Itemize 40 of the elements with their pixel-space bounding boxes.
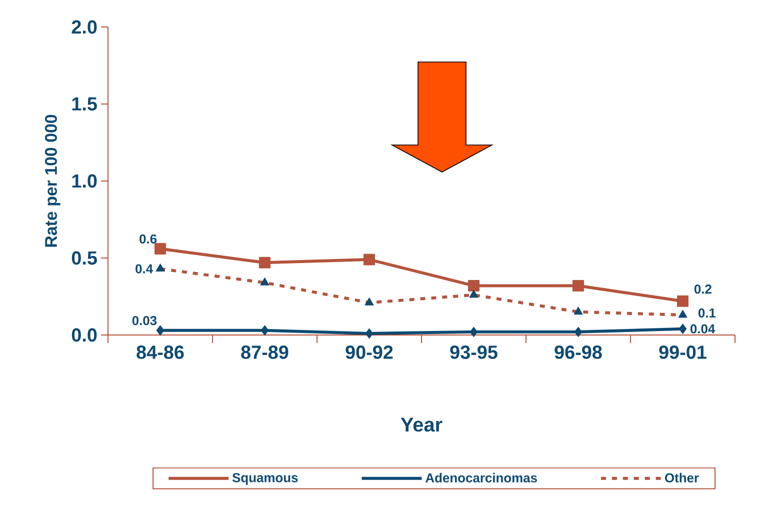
- x-axis-title: Year: [400, 418, 442, 432]
- y-axis-title: Rate per 100 000: [44, 114, 60, 247]
- legend-label: Squamous: [232, 473, 298, 485]
- point: [259, 256, 270, 268]
- point: [678, 310, 688, 318]
- point: [678, 324, 687, 334]
- point: [156, 264, 165, 272]
- y-tick-label: 0.5: [72, 251, 97, 265]
- x-tick-label: 96-98: [554, 346, 602, 359]
- y-tick-label: 1.0: [72, 174, 97, 188]
- point: [574, 306, 583, 315]
- x-tick-label: 90-92: [346, 346, 393, 359]
- y-tick-label: 1.5: [72, 97, 97, 111]
- x-tick-label: 93-95: [450, 346, 498, 359]
- point: [469, 290, 478, 298]
- x-tick-label: 99-01: [659, 346, 706, 359]
- point: [364, 254, 375, 266]
- point: [468, 280, 480, 292]
- data-label: 0.03: [132, 316, 157, 326]
- point: [574, 326, 582, 338]
- x-tick-label: 84-86: [136, 346, 184, 359]
- point: [365, 328, 374, 339]
- y-tick-label: 2.0: [72, 20, 97, 34]
- point: [677, 295, 688, 307]
- data-label: 0.6: [140, 234, 157, 244]
- data-label: 0.4: [136, 264, 153, 274]
- point: [156, 325, 164, 336]
- legend-label: Adenocarcinomas: [426, 472, 537, 482]
- point: [260, 325, 269, 336]
- data-label: 0.04: [690, 324, 716, 334]
- point: [572, 280, 584, 292]
- point: [364, 297, 374, 306]
- y-tick-label: 0.0: [72, 328, 97, 342]
- data-label: 0.2: [694, 284, 712, 294]
- point: [470, 326, 478, 338]
- point: [260, 277, 270, 286]
- legend-label: Other: [665, 472, 699, 482]
- point: [154, 243, 166, 254]
- data-label: 0.1: [698, 308, 716, 318]
- x-tick-label: 87-89: [241, 346, 288, 359]
